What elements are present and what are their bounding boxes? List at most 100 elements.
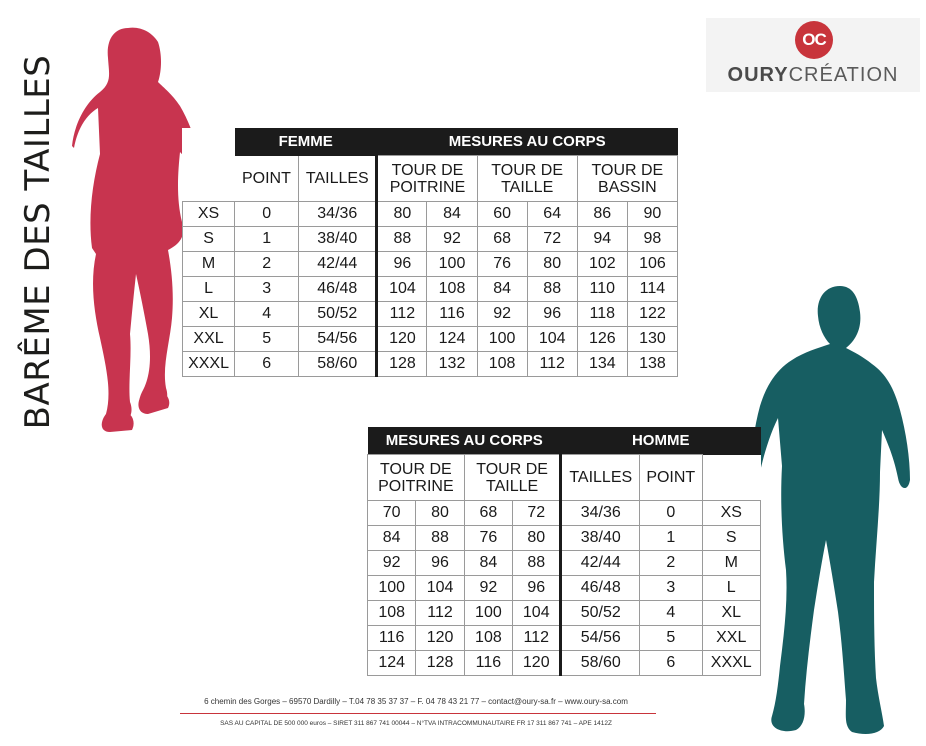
taille-max: 88 bbox=[512, 550, 563, 576]
logo-brand-light: CRÉATION bbox=[788, 64, 899, 86]
poitrine-min: 84 bbox=[366, 525, 417, 551]
size-label: XXL bbox=[701, 625, 761, 651]
taille-max: 80 bbox=[512, 525, 563, 551]
poitrine-max: 80 bbox=[415, 500, 465, 526]
homme-header: HOMME bbox=[560, 427, 761, 455]
col-taille-line2: TAILLE bbox=[501, 178, 554, 196]
size-label: XXL bbox=[181, 326, 236, 352]
point-value: 1 bbox=[639, 525, 703, 551]
table-row: XXXL 6 58/60 128 132 108 112 134 138 bbox=[181, 351, 679, 377]
taille-min: 76 bbox=[476, 251, 528, 277]
poitrine-min: 88 bbox=[375, 226, 428, 252]
bassin-min: 102 bbox=[576, 251, 628, 277]
poitrine-min: 100 bbox=[366, 575, 417, 601]
point-value: 1 bbox=[234, 226, 300, 252]
tailles-value: 42/44 bbox=[298, 251, 378, 277]
logo-brand-bold: OURY bbox=[727, 64, 789, 86]
footer-legal: SAS AU CAPITAL DE 500 000 euros – SIRET … bbox=[220, 720, 612, 727]
taille-min: 100 bbox=[476, 326, 528, 352]
point-value: 5 bbox=[639, 625, 703, 651]
poitrine-min: 92 bbox=[366, 550, 417, 576]
oc-logo-icon: OC bbox=[795, 21, 833, 59]
col-poitrine-line1: TOUR DE bbox=[380, 460, 452, 478]
mesures-header: MESURES AU CORPS bbox=[376, 128, 678, 156]
size-label: XXXL bbox=[181, 351, 236, 377]
tailles-value: 38/40 bbox=[298, 226, 378, 252]
poitrine-max: 128 bbox=[415, 650, 465, 676]
col-point: POINT bbox=[639, 454, 703, 501]
size-label: XL bbox=[701, 600, 761, 626]
poitrine-min: 124 bbox=[366, 650, 417, 676]
col-tour-de-poitrine: TOUR DE POITRINE bbox=[367, 454, 465, 501]
size-label: XS bbox=[181, 201, 236, 227]
point-value: 4 bbox=[639, 600, 703, 626]
bassin-min: 94 bbox=[576, 226, 628, 252]
bassin-min: 86 bbox=[576, 201, 628, 227]
poitrine-max: 92 bbox=[426, 226, 478, 252]
taille-min: 108 bbox=[476, 351, 528, 377]
col-taille-line1: TOUR DE bbox=[476, 460, 548, 478]
col-tailles: TAILLES bbox=[560, 454, 641, 501]
homme-mesures-header: MESURES AU CORPS bbox=[367, 427, 561, 455]
taille-max: 88 bbox=[526, 276, 578, 302]
taille-max: 112 bbox=[512, 625, 563, 651]
tailles-value: 58/60 bbox=[298, 351, 378, 377]
poitrine-min: 112 bbox=[375, 301, 428, 327]
footer-divider bbox=[180, 713, 656, 714]
col-bassin-line1: TOUR DE bbox=[591, 161, 664, 179]
poitrine-min: 108 bbox=[366, 600, 417, 626]
point-value: 6 bbox=[234, 351, 300, 377]
bassin-max: 138 bbox=[626, 351, 679, 377]
col-bassin-line2: BASSIN bbox=[598, 178, 657, 196]
taille-min: 92 bbox=[476, 301, 528, 327]
poitrine-min: 128 bbox=[375, 351, 428, 377]
bassin-max: 114 bbox=[626, 276, 679, 302]
tailles-value: 54/56 bbox=[560, 625, 641, 651]
col-poitrine-line2: POITRINE bbox=[378, 477, 454, 495]
table-row: 100 104 92 96 46/48 3 L bbox=[366, 575, 761, 601]
poitrine-min: 70 bbox=[366, 500, 417, 526]
bassin-max: 90 bbox=[626, 201, 679, 227]
bassin-max: 98 bbox=[626, 226, 679, 252]
size-label: L bbox=[701, 575, 761, 601]
poitrine-max: 108 bbox=[426, 276, 478, 302]
taille-max: 80 bbox=[526, 251, 578, 277]
col-tour-de-taille: TOUR DE TAILLE bbox=[476, 155, 578, 202]
point-value: 2 bbox=[234, 251, 300, 277]
tailles-value: 46/48 bbox=[560, 575, 641, 601]
size-label: XXXL bbox=[701, 650, 761, 676]
tailles-value: 46/48 bbox=[298, 276, 378, 302]
size-label: S bbox=[701, 525, 761, 551]
size-label: XL bbox=[181, 301, 236, 327]
point-value: 3 bbox=[234, 276, 300, 302]
col-tour-de-poitrine: TOUR DE POITRINE bbox=[375, 155, 478, 202]
poitrine-max: 100 bbox=[426, 251, 478, 277]
col-poitrine-line1: TOUR DE bbox=[391, 161, 464, 179]
point-value: 4 bbox=[234, 301, 300, 327]
taille-min: 92 bbox=[463, 575, 514, 601]
bassin-min: 134 bbox=[576, 351, 628, 377]
poitrine-max: 84 bbox=[426, 201, 478, 227]
bassin-max: 106 bbox=[626, 251, 679, 277]
taille-min: 84 bbox=[476, 276, 528, 302]
poitrine-min: 120 bbox=[375, 326, 428, 352]
table-row: XL 4 50/52 112 116 92 96 118 122 bbox=[181, 301, 679, 327]
tailles-value: 34/36 bbox=[298, 201, 378, 227]
woman-silhouette-icon bbox=[72, 27, 206, 432]
bassin-max: 122 bbox=[626, 301, 679, 327]
oury-creation-logo: OC OURYCRÉATION bbox=[706, 18, 920, 92]
homme-size-table: MESURES AU CORPS HOMME TOUR DE POITRINE T… bbox=[366, 427, 761, 676]
size-label: M bbox=[181, 251, 236, 277]
table-row: 124 128 116 120 58/60 6 XXXL bbox=[366, 650, 761, 676]
taille-max: 96 bbox=[512, 575, 563, 601]
col-taille-line2: TAILLE bbox=[485, 477, 539, 495]
taille-max: 104 bbox=[526, 326, 578, 352]
poitrine-max: 112 bbox=[415, 600, 465, 626]
col-tour-de-bassin: TOUR DE BASSIN bbox=[576, 155, 679, 202]
page-title: BARÊME DES TAILLES bbox=[18, 54, 58, 430]
taille-min: 60 bbox=[476, 201, 528, 227]
footer-address: 6 chemin des Gorges – 69570 Dardilly – T… bbox=[204, 697, 628, 706]
size-label: S bbox=[181, 226, 236, 252]
size-label: M bbox=[701, 550, 761, 576]
tailles-value: 38/40 bbox=[560, 525, 641, 551]
